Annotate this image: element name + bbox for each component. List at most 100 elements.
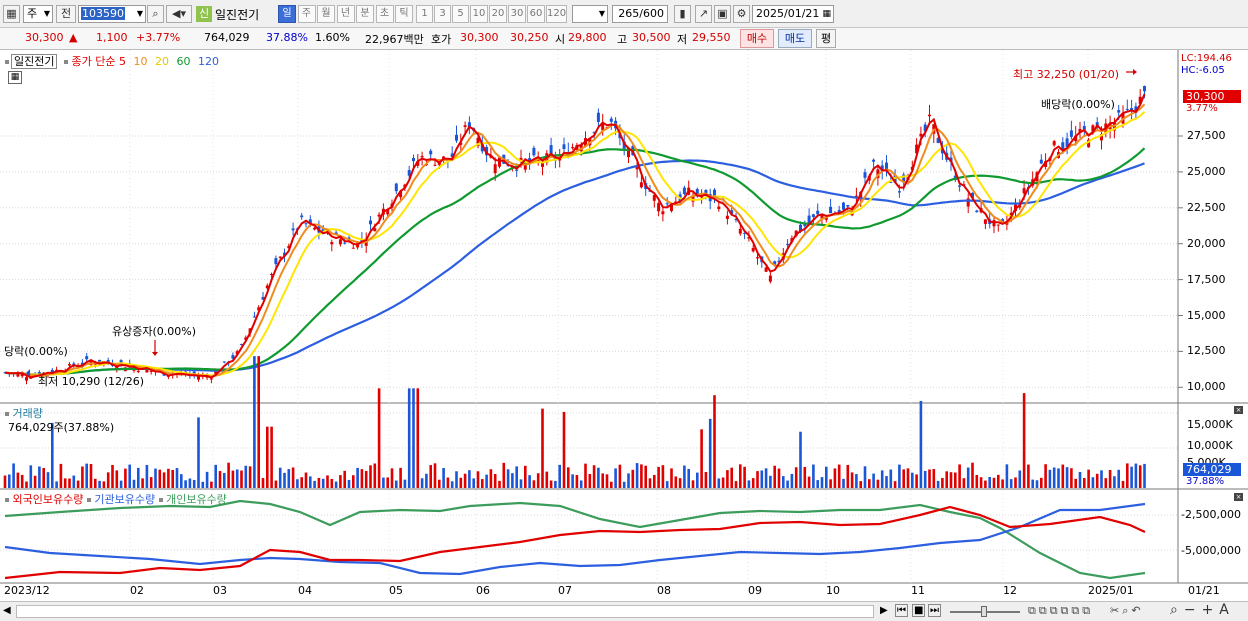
candle-body [876,169,880,179]
gear-icon[interactable]: ⚙ [733,5,750,23]
menu-icon[interactable]: ▦ [3,5,20,23]
close-holdings-panel-icon[interactable]: × [1234,493,1243,501]
price-tick-label: 25,000 [1187,164,1226,178]
x-axis-label: 05 [389,584,403,597]
volume-bar [825,466,828,488]
volume-bar [747,480,751,488]
candle-body [222,361,226,363]
candle-body [940,148,944,154]
volume-bar [442,467,445,488]
volume-bar [429,465,432,488]
period-tab-5[interactable]: 초 [375,5,394,23]
interval-button-10[interactable]: 10 [470,5,488,23]
candle-body [1065,138,1069,147]
foreign-holdings-label: 외국인보유수량 [12,493,84,506]
calendar-icon[interactable]: ▦ [822,9,831,19]
interval-button-120[interactable]: 120 [546,5,567,23]
interval-combo[interactable]: ▼ [572,5,608,23]
volume-bar [270,426,273,488]
candle-body [915,144,919,154]
period-tab-2[interactable]: 월 [317,5,335,23]
volume-bar [266,426,269,488]
prev-button[interactable]: 전 [56,5,76,23]
volume-bar [614,468,617,488]
candle-body [837,209,841,213]
interval-button-30[interactable]: 30 [508,5,526,23]
interval-button-5[interactable]: 5 [452,5,469,23]
volume-bar [16,472,20,488]
volume-bar [631,469,635,488]
volume-bar [751,478,755,488]
volume-bar [463,473,467,488]
volume-tick-15000k: 15,000K [1187,418,1233,431]
volume-bar [893,481,897,488]
sell-button[interactable]: 매도 [778,29,812,48]
volume-bar [51,422,54,488]
volume-value: 764,029 [204,31,250,44]
scroll-left-icon[interactable]: ◀ [3,605,11,616]
stock-code-input[interactable]: 103590 ▼ [78,5,146,23]
volume-bar [395,480,398,488]
date-input[interactable]: 2025/01/21 ▦ [752,5,834,23]
candle-body [386,210,390,215]
volume-bar [605,474,609,488]
close-volume-panel-icon[interactable]: × [1234,406,1243,414]
candle-type-icon[interactable]: ▮ [674,5,691,23]
interval-button-3[interactable]: 3 [434,5,451,23]
buy-button[interactable]: 매수 [740,29,774,48]
volume-bar [966,467,970,488]
period-tab-1[interactable]: 주 [297,5,316,23]
chevron-down-icon: ▼ [598,9,605,18]
volume-bar [954,472,957,488]
chart-canvas[interactable] [0,50,1248,600]
rewind-icon[interactable]: ⏮ [895,604,908,617]
volume-bar [420,478,424,488]
interval-button-60[interactable]: 60 [527,5,545,23]
chart-area[interactable] [0,50,1248,600]
candle-body [902,174,906,183]
period-tab-3[interactable]: 년 [336,5,355,23]
layout-icons[interactable]: ⧉⧉⧉⧉⧉⧉ [1028,604,1094,617]
scroll-right-icon[interactable]: ▶ [880,605,888,616]
ma5-line [4,93,1146,379]
candle-body [661,211,665,215]
x-axis-label: 10 [826,584,840,597]
volume-bar [769,475,772,488]
table-icon[interactable]: ▦ [8,71,22,84]
x-axis-label: 11 [911,584,925,597]
volume-bar [390,468,394,488]
candle-body [399,191,403,198]
interval-button-20[interactable]: 20 [489,5,507,23]
stop-icon[interactable]: ■ [912,604,926,617]
save-icon[interactable]: ▣ [714,5,731,23]
period-combo[interactable]: 주 ▼ [23,5,53,23]
volume-bar [197,417,200,488]
tool-icons[interactable]: ✂⌕↶ [1110,604,1144,617]
draw-icon[interactable]: ↗ [695,5,712,23]
candle-body [1078,128,1082,133]
volume-bar [562,411,566,488]
bar-count-input[interactable]: 265/600 [612,5,668,23]
interval-button-1[interactable]: 1 [416,5,433,23]
candle-body [971,192,974,198]
period-tab-4[interactable]: 분 [356,5,374,23]
period-tab-0[interactable]: 일 [278,5,296,23]
candle-body [777,260,781,263]
candle-body [872,159,876,162]
candle-body [205,376,209,378]
bottom-scrollbar[interactable]: ◀ ▶ ⏮ ■ ⏭ ⧉⧉⧉⧉⧉⧉ ✂⌕↶ ⌕−+A [0,601,1248,621]
fast-forward-icon[interactable]: ⏭ [928,604,941,617]
zoom-controls[interactable]: ⌕−+A [1170,602,1235,618]
price-tick-label: 12,500 [1187,344,1226,358]
sound-icon[interactable]: ◀▾ [166,5,192,23]
volume-bar [592,465,596,488]
search-icon[interactable]: ⌕ [147,5,164,23]
candle-body [244,337,248,340]
zoom-slider-handle[interactable] [981,606,987,617]
evaluate-button[interactable]: 평 [816,29,836,48]
volume-bar [184,480,187,488]
volume-bar [868,479,871,488]
period-tab-6[interactable]: 틱 [395,5,413,23]
scroll-track[interactable] [16,605,874,618]
